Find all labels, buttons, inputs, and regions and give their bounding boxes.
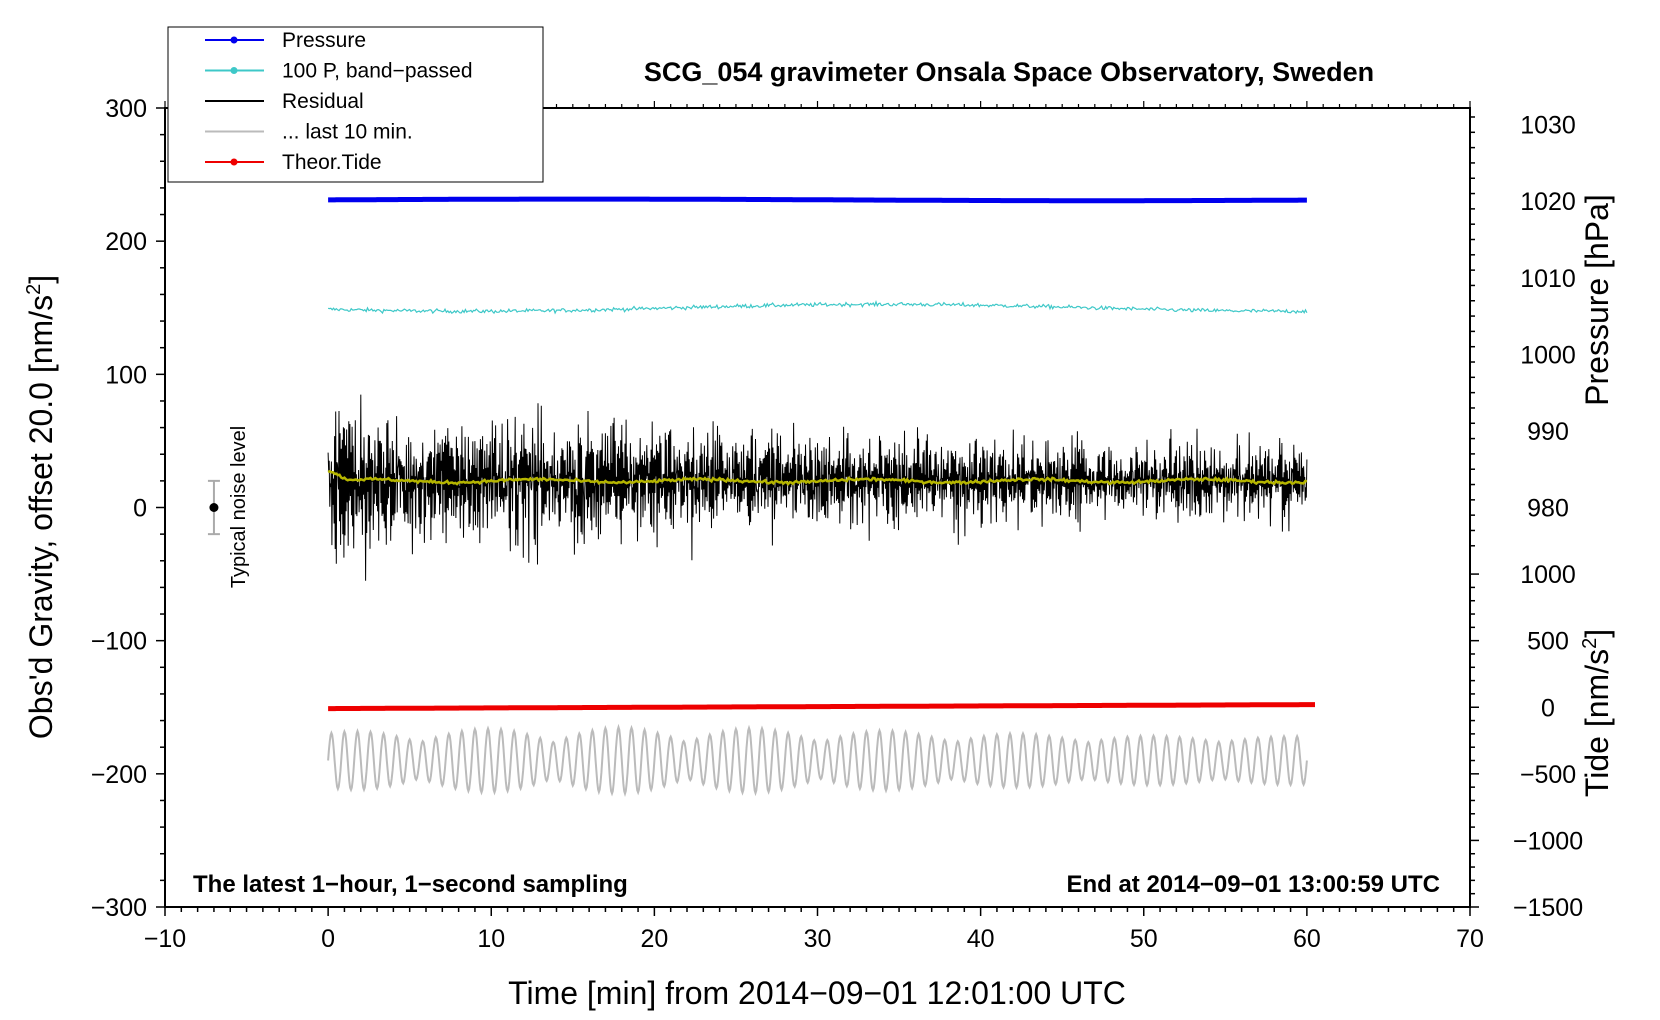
x-tick-label: 50: [1130, 925, 1158, 953]
x-tick-label: 10: [477, 925, 505, 953]
noise-level-dot: [209, 503, 219, 512]
tide-tick-label: 0: [1541, 694, 1555, 722]
legend-label-theor-tide: Theor.Tide: [282, 151, 382, 174]
legend-marker-100-p-band-passed: [230, 67, 238, 74]
x-tick-label: −10: [144, 925, 186, 953]
tide-tick-label: −500: [1520, 761, 1576, 789]
x-tick-label: 20: [640, 925, 668, 953]
series-residual: [327, 394, 1308, 581]
tide-axis-title: Tide [nm/s2]: [1579, 629, 1615, 797]
x-tick-label: 0: [321, 925, 335, 953]
pressure-tick-label: 1030: [1520, 112, 1576, 140]
sampling-note: The latest 1−hour, 1−second sampling: [193, 871, 628, 898]
y-tick-label: 0: [133, 495, 147, 523]
legend-label-100-p-band-passed: 100 P, band−passed: [282, 60, 473, 83]
pressure-tick-label: 1020: [1520, 188, 1576, 216]
legend-marker-theor-tide: [230, 158, 238, 166]
noise-level-label: Typical noise level: [228, 426, 250, 588]
y-tick-label: 200: [105, 228, 147, 256]
tide-axis-title-end: ]: [1579, 629, 1615, 638]
x-axis-title: Time [min] from 2014−09−01 12:01:00 UTC: [508, 975, 1126, 1011]
y-tick-label: −200: [91, 761, 147, 789]
legend-label-residual: Residual: [282, 90, 364, 113]
left-axis-title-sup: 2: [23, 284, 45, 295]
y-tick-label: −100: [91, 628, 147, 656]
left-axis-title: Obs'd Gravity, offset 20.0 [nm/s2]: [23, 275, 59, 739]
x-tick-label: 60: [1293, 925, 1321, 953]
pressure-tick-label: 1010: [1520, 265, 1576, 293]
series-layer: [327, 196, 1317, 798]
legend-box: [167, 26, 544, 183]
axes-layer: −10 0 10 20 30 40 50 60 703002001000−100−200−300…: [91, 95, 1583, 953]
smoothed-residual-line: [327, 469, 1307, 487]
left-axis-title-main: Obs'd Gravity, offset 20.0 [nm/s: [23, 295, 59, 739]
series-theor-tide: [327, 702, 1317, 712]
x-tick-label: 70: [1456, 925, 1484, 953]
tide-axis-title-sup: 2: [1579, 638, 1601, 649]
legend-label-pressure: Pressure: [282, 29, 366, 52]
pressure-tick-label: 1000: [1520, 341, 1576, 369]
pressure-axis-title: Pressure [hPa]: [1579, 194, 1615, 406]
tide-tick-label: −1500: [1513, 894, 1583, 922]
x-tick-label: 40: [967, 925, 995, 953]
tide-axis-title-main: Tide [nm/s: [1579, 649, 1615, 797]
left-axis-title-end: ]: [23, 275, 59, 284]
legend-marker-pressure: [230, 36, 238, 44]
tide-tick-label: −1000: [1513, 827, 1583, 855]
series-pressure: [327, 196, 1308, 204]
legend: Pressure 100 P, band−passed Residual ... la…: [167, 26, 544, 183]
end-time-note: End at 2014−09−01 13:00:59 UTC: [1066, 871, 1440, 898]
tide-tick-label: 1000: [1520, 561, 1576, 589]
legend-label-last-10-min: ... last 10 min.: [282, 121, 413, 144]
chart-title: SCG_054 gravimeter Onsala Space Observat…: [644, 57, 1374, 87]
y-tick-label: 300: [105, 95, 147, 123]
x-tick-label: 30: [804, 925, 832, 953]
y-tick-label: 100: [105, 361, 147, 389]
y-tick-label: −300: [91, 894, 147, 922]
series-last-10-min: [327, 723, 1308, 798]
series-100-p-band-passed: [327, 299, 1308, 315]
pressure-tick-label: 990: [1527, 418, 1569, 446]
tide-tick-label: 500: [1527, 628, 1569, 656]
pressure-tick-label: 980: [1527, 495, 1569, 523]
